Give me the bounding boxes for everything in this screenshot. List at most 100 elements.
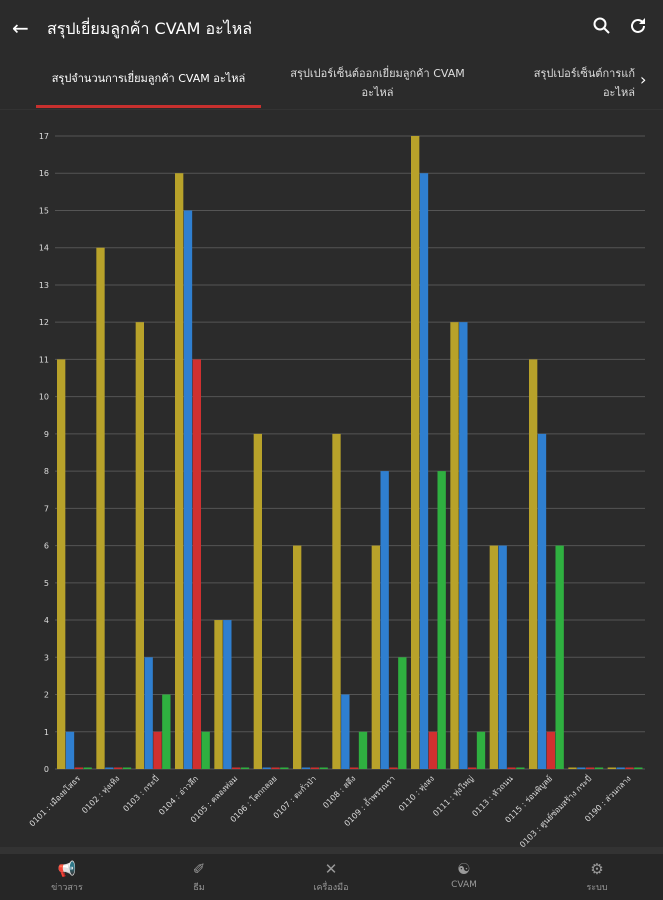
- bar-series-1: [411, 136, 420, 769]
- handshake-icon: ☯: [457, 860, 471, 878]
- bar-series-1: [175, 173, 184, 769]
- bar-series-4: [83, 767, 92, 769]
- bar-series-4: [437, 471, 446, 769]
- bar-series-2: [380, 471, 389, 769]
- bar-series-1: [450, 322, 459, 769]
- x-tick-label: 0102 : ทุ่งเทิง: [80, 774, 121, 815]
- y-tick-label: 6: [44, 542, 49, 551]
- refresh-icon[interactable]: [628, 16, 648, 36]
- bar-series-1: [57, 359, 66, 769]
- bar-series-3: [586, 767, 595, 769]
- nav-label: ระบบ: [586, 883, 608, 893]
- y-tick-label: 3: [44, 653, 49, 662]
- bar-series-4: [280, 767, 289, 769]
- bar-series-3: [271, 767, 280, 769]
- nav-tools[interactable]: ✕ เครื่องมือ: [291, 860, 371, 894]
- bar-series-4: [555, 545, 564, 769]
- y-tick-label: 2: [44, 691, 49, 700]
- bar-series-4: [319, 767, 328, 769]
- x-tick-label: 0101 : เมืองยโสธร: [27, 773, 83, 829]
- x-tick-label: 0111 : ทุ่งใหญ่: [431, 774, 475, 818]
- tab-bar: สรุปจำนวนการเยี่ยมลูกค้า CVAM อะไหล่ สรุ…: [0, 56, 663, 110]
- nav-cvam[interactable]: ☯ CVAM: [424, 860, 504, 890]
- y-tick-label: 13: [39, 281, 49, 290]
- bar-series-3: [74, 767, 83, 769]
- x-tick-label: 0110 : ทุ่งสง: [397, 774, 436, 813]
- bar-series-3: [389, 767, 398, 769]
- y-tick-label: 17: [39, 132, 49, 141]
- search-icon[interactable]: [592, 16, 612, 36]
- bar-series-3: [468, 767, 477, 769]
- bar-series-2: [419, 173, 429, 769]
- tab-visit-percent[interactable]: สรุปเปอร์เซ็นต์ออกเยี่ยมลูกค้า CVAM อะไห…: [290, 67, 465, 99]
- bar-series-3: [546, 731, 555, 769]
- x-tick-label: 0108 : สตึง: [321, 774, 357, 810]
- y-tick-label: 11: [39, 355, 49, 364]
- nav-system[interactable]: ⚙ ระบบ: [557, 860, 637, 894]
- tab-visit-count[interactable]: สรุปจำนวนการเยี่ยมลูกค้า CVAM อะไหล่: [51, 72, 246, 85]
- bar-series-4: [516, 767, 525, 769]
- back-arrow-icon[interactable]: ←: [12, 16, 29, 40]
- bar-series-3: [507, 767, 516, 769]
- bar-series-2: [341, 694, 350, 769]
- bar-series-1: [214, 620, 223, 769]
- nav-label: เครื่องมือ: [313, 883, 349, 893]
- bar-series-3: [625, 767, 634, 769]
- y-tick-label: 9: [44, 430, 49, 439]
- bar-series-4: [162, 694, 171, 769]
- bar-series-1: [96, 247, 105, 770]
- y-tick-label: 0: [44, 765, 49, 774]
- y-tick-label: 10: [39, 393, 49, 402]
- y-tick-label: 4: [44, 616, 49, 625]
- y-tick-label: 5: [44, 579, 49, 588]
- bar-series-2: [301, 767, 311, 769]
- bar-series-1: [371, 545, 380, 769]
- nav-theme[interactable]: ✐ ธีม: [159, 860, 239, 894]
- bar-series-3: [153, 731, 162, 769]
- brush-icon: ✐: [192, 860, 206, 878]
- bar-series-2: [183, 210, 193, 769]
- x-tick-label: 0113 : หัวถนน: [470, 774, 515, 819]
- nav-label: ธีม: [193, 883, 205, 893]
- x-tick-label: 0104 : อ่าวลึก: [157, 774, 200, 817]
- nav-news[interactable]: 📢 ข่าวสาร: [27, 860, 107, 894]
- bar-series-1: [293, 545, 302, 769]
- y-tick-label: 8: [44, 467, 49, 476]
- bar-series-2: [537, 433, 547, 769]
- bar-series-4: [634, 767, 643, 769]
- bar-series-1: [253, 433, 262, 769]
- bar-series-1: [529, 359, 538, 769]
- bar-series-3: [350, 767, 359, 769]
- page-title: สรุปเยี่ยมลูกค้า CVAM อะไหล่: [47, 19, 253, 38]
- bar-series-3: [192, 359, 201, 769]
- bar-series-2: [616, 767, 625, 769]
- bar-series-4: [476, 731, 486, 769]
- y-tick-label: 1: [44, 728, 49, 737]
- bar-series-2: [498, 545, 507, 769]
- bar-series-3: [310, 767, 319, 769]
- bar-series-4: [201, 731, 210, 769]
- bar-series-1: [607, 767, 616, 769]
- nav-label: ข่าวสาร: [51, 883, 83, 893]
- tab-fix-percent[interactable]: สรุปเปอร์เซ็นต์การแก้ อะไหล่: [533, 67, 635, 99]
- x-tick-label: 0103 : ศูนย์ซ่อมสร้าง กระบี่: [517, 773, 594, 847]
- y-tick-label: 14: [39, 244, 49, 253]
- megaphone-icon: 📢: [57, 860, 77, 878]
- bar-series-1: [135, 322, 144, 769]
- bar-series-1: [332, 433, 341, 769]
- bar-series-2: [577, 767, 586, 769]
- y-tick-label: 15: [39, 206, 49, 215]
- chevron-right-icon[interactable]: ›: [640, 70, 647, 89]
- y-tick-label: 7: [44, 504, 49, 513]
- bar-series-1: [489, 545, 498, 769]
- bar-series-2: [105, 767, 114, 769]
- bottom-nav: 📢 ข่าวสาร ✐ ธีม ✕ เครื่องมือ ☯ CVAM ⚙ ระบบ: [0, 847, 663, 900]
- gear-icon: ⚙: [590, 860, 604, 878]
- bar-series-2: [459, 322, 468, 769]
- y-tick-label: 12: [39, 318, 49, 327]
- active-tab-indicator: [36, 105, 261, 108]
- app-bar: ← สรุปเยี่ยมลูกค้า CVAM อะไหล่: [0, 0, 663, 56]
- bar-series-2: [144, 657, 153, 769]
- bar-series-4: [358, 731, 368, 769]
